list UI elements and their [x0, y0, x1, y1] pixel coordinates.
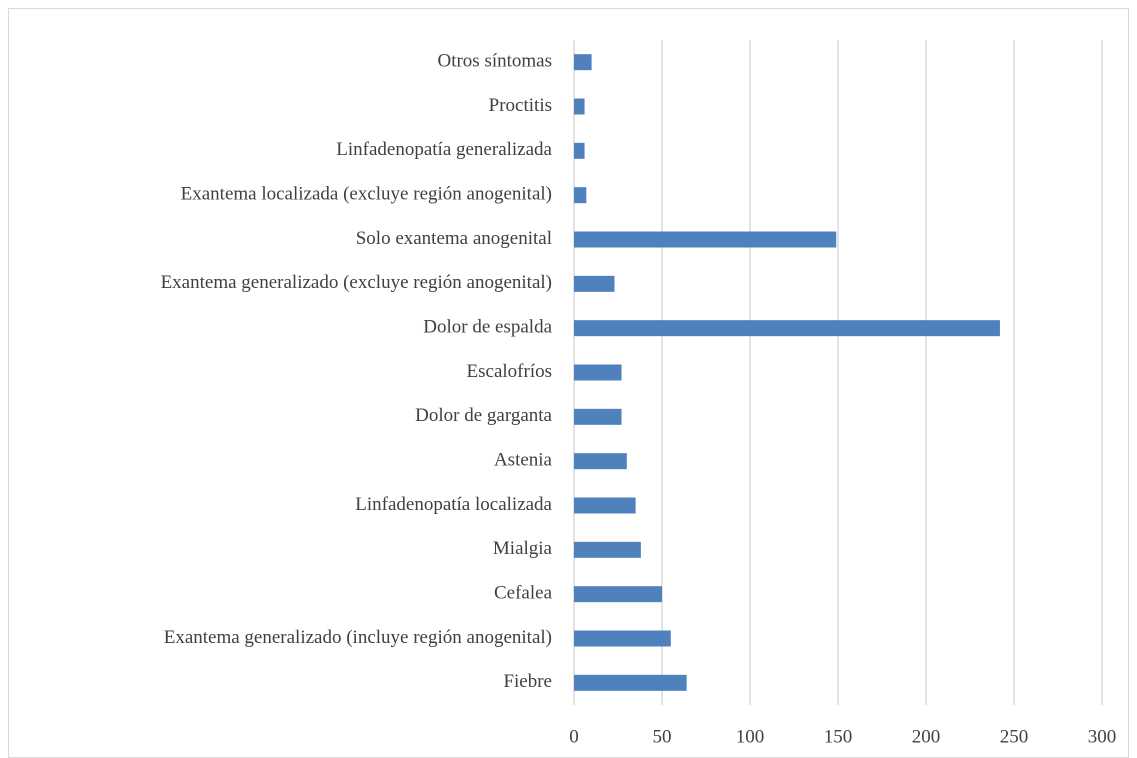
y-tick-label: Otros síntomas [437, 51, 552, 72]
y-tick-label: Dolor de garganta [415, 405, 552, 426]
bar [574, 98, 585, 115]
bar [574, 674, 687, 691]
y-tick-label: Exantema localizada (excluye región anog… [181, 184, 552, 205]
y-tick-label: Solo exantema anogenital [356, 228, 552, 249]
bar [574, 275, 615, 292]
bar [574, 231, 837, 248]
y-tick-label: Escalofríos [467, 361, 552, 382]
bar [574, 142, 585, 159]
y-tick-label: Dolor de espalda [423, 317, 552, 338]
bar [574, 320, 1000, 337]
x-tick-label: 200 [912, 726, 941, 747]
y-tick-label: Proctitis [489, 95, 552, 116]
y-tick-label: Exantema generalizado (excluye región an… [161, 272, 552, 293]
y-tick-label: Astenia [494, 450, 553, 471]
x-tick-label: 250 [1000, 726, 1029, 747]
y-tick-label: Fiebre [503, 671, 552, 692]
bar [574, 586, 662, 603]
y-tick-label: Exantema generalizado (incluye región an… [164, 627, 552, 648]
bar [574, 187, 587, 204]
bar [574, 541, 641, 558]
bar [574, 630, 671, 647]
x-tick-label: 150 [824, 726, 853, 747]
y-tick-label: Mialgia [493, 538, 553, 559]
bar [574, 408, 622, 425]
y-tick-label: Cefalea [494, 583, 553, 604]
x-tick-label: 50 [653, 726, 672, 747]
x-tick-label: 0 [569, 726, 579, 747]
bar [574, 54, 592, 71]
y-tick-label: Linfadenopatía generalizada [336, 139, 552, 160]
bar [574, 497, 636, 514]
bar [574, 364, 622, 381]
bar [574, 453, 627, 470]
x-tick-label: 300 [1088, 726, 1117, 747]
x-tick-label: 100 [736, 726, 765, 747]
y-tick-label: Linfadenopatía localizada [355, 494, 552, 515]
